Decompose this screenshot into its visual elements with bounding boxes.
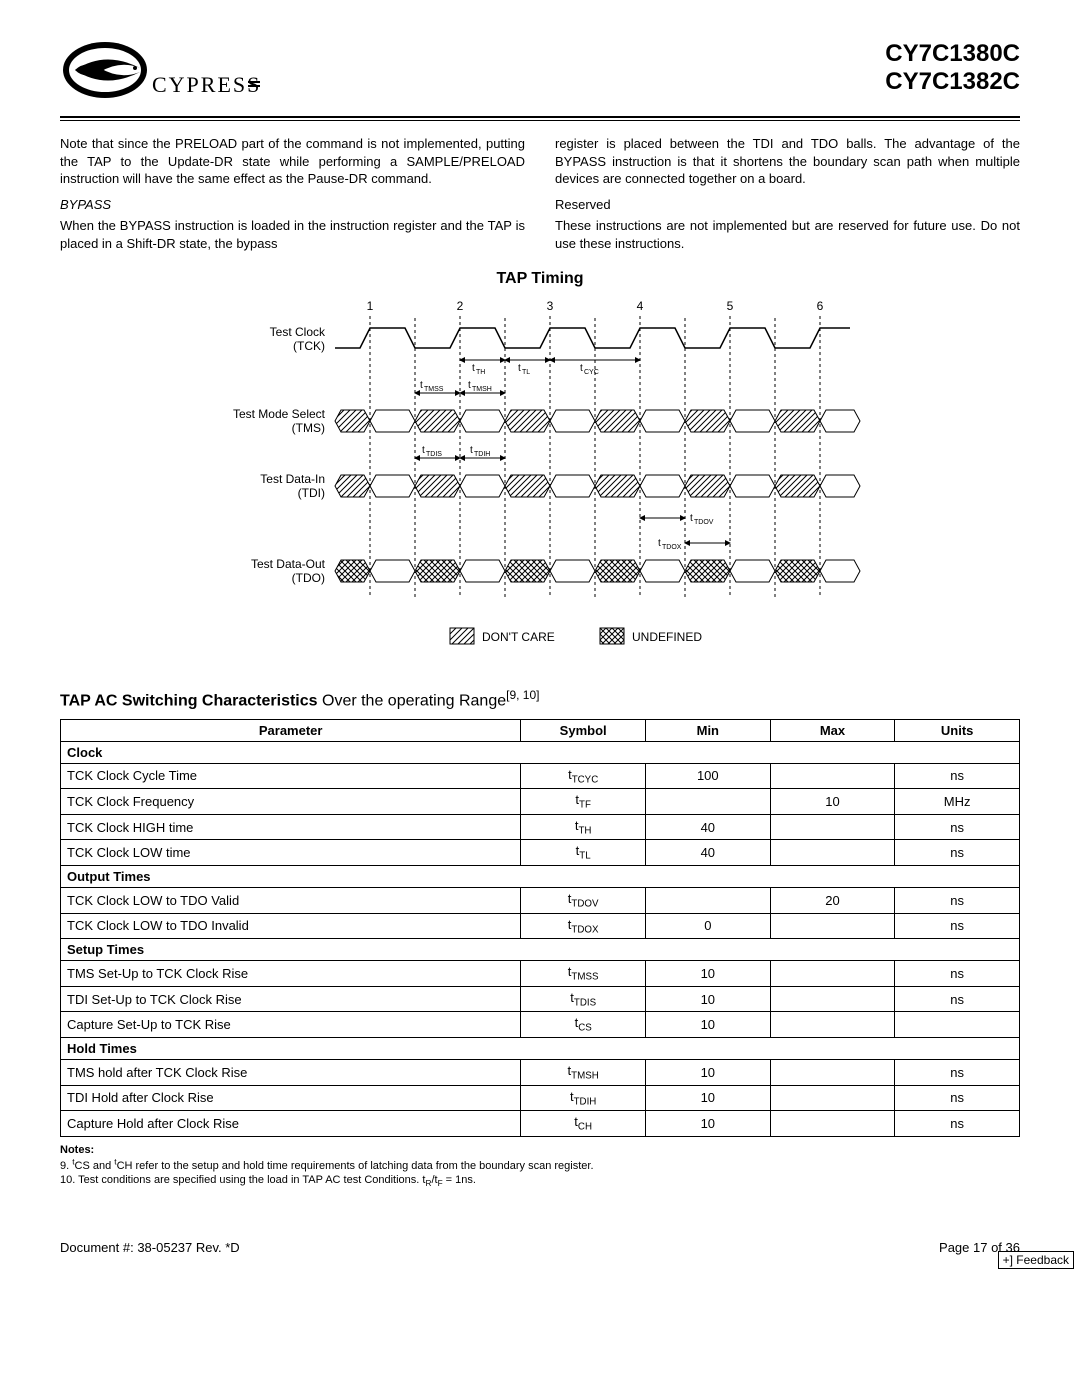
svg-text:(TDI): (TDI) [298, 486, 325, 500]
logo: CYPRESS [60, 40, 260, 110]
svg-text:Test Data-In: Test Data-In [260, 472, 325, 486]
left-column: Note that since the PRELOAD part of the … [60, 135, 525, 252]
svg-text:TMSH: TMSH [472, 386, 492, 393]
table-row: TCK Clock HIGH timetTH40ns [61, 814, 1020, 840]
svg-text:(TCK): (TCK) [293, 339, 325, 353]
table-row: Capture Set-Up to TCK RisetCS10 [61, 1012, 1020, 1038]
svg-text:1: 1 [367, 299, 374, 313]
svg-text:t: t [470, 445, 473, 456]
svg-text:TH: TH [476, 369, 485, 376]
feedback-button[interactable]: +] Feedback [998, 1251, 1074, 1269]
spec-table: ParameterSymbolMinMaxUnits ClockTCK Cloc… [60, 719, 1020, 1137]
logo-text: CYPRESS [152, 72, 260, 97]
table-row: TMS hold after TCK Clock RisetTMSH10ns [61, 1059, 1020, 1085]
legend-undefined: UNDEFINED [632, 630, 702, 644]
header-rule [60, 116, 1020, 121]
svg-text:t: t [690, 513, 693, 524]
body-paragraph: register is placed between the TDI and T… [555, 135, 1020, 188]
table-row: TDI Set-Up to TCK Clock RisetTDIS10ns [61, 986, 1020, 1012]
table-row: Capture Hold after Clock RisetCH10ns [61, 1111, 1020, 1137]
table-row: TCK Clock FrequencytTF10MHz [61, 789, 1020, 815]
svg-text:TL: TL [522, 369, 530, 376]
page-header: CYPRESS CY7C1380C CY7C1382C [60, 40, 1020, 110]
table-row: TCK Clock LOW to TDO InvalidtTDOX0ns [61, 913, 1020, 939]
svg-text:Test Clock: Test Clock [270, 325, 326, 339]
svg-text:t: t [422, 445, 425, 456]
svg-text:t: t [420, 380, 423, 391]
table-row: TCK Clock LOW to TDO ValidtTDOV20ns [61, 887, 1020, 913]
svg-text:TDIS: TDIS [426, 451, 442, 458]
table-header: Units [895, 719, 1020, 741]
svg-text:(TDO): (TDO) [292, 571, 325, 585]
svg-text:TDIH: TDIH [474, 451, 490, 458]
svg-text:(TMS): (TMS) [292, 421, 325, 435]
svg-text:4: 4 [637, 299, 644, 313]
table-header: Max [770, 719, 895, 741]
body-paragraph: These instructions are not implemented b… [555, 217, 1020, 252]
cypress-logo-icon: CYPRESS [60, 40, 260, 110]
part-number-2: CY7C1382C [885, 68, 1020, 96]
tap-timing-heading: TAP Timing [60, 270, 1020, 288]
legend-dontcare: DON'T CARE [482, 630, 555, 644]
table-header: Min [645, 719, 770, 741]
page-footer: Document #: 38-05237 Rev. *D Page 17 of … [60, 1240, 1020, 1255]
part-numbers: CY7C1380C CY7C1382C [885, 40, 1020, 96]
body-paragraph: Note that since the PRELOAD part of the … [60, 135, 525, 188]
notes: Notes: 9. tCS and tCH refer to the setup… [60, 1143, 1020, 1190]
char-title-bold: TAP AC Switching Characteristics [60, 693, 318, 710]
char-title-rest: Over the operating Range [318, 693, 507, 710]
table-row: TMS Set-Up to TCK Clock RisetTMSS10ns [61, 961, 1020, 987]
svg-text:Test Data-Out: Test Data-Out [251, 557, 326, 571]
characteristics-title: TAP AC Switching Characteristics Over th… [60, 688, 1020, 710]
svg-text:t: t [472, 363, 475, 374]
reserved-heading: Reserved [555, 196, 1020, 214]
doc-number: Document #: 38-05237 Rev. *D [60, 1240, 240, 1255]
svg-text:t: t [468, 380, 471, 391]
table-row: Setup Times [61, 939, 1020, 961]
note-10: 10. Test conditions are specified using … [60, 1174, 476, 1186]
svg-text:t: t [658, 538, 661, 549]
svg-text:TDOX: TDOX [662, 544, 682, 551]
table-row: Hold Times [61, 1037, 1020, 1059]
table-row: TCK Clock LOW timetTL40ns [61, 840, 1020, 866]
table-row: Clock [61, 741, 1020, 763]
svg-text:t: t [518, 363, 521, 374]
svg-text:TDOV: TDOV [694, 519, 714, 526]
table-row: Output Times [61, 865, 1020, 887]
body-paragraph: When the BYPASS instruction is loaded in… [60, 217, 525, 252]
table-header: Parameter [61, 719, 521, 741]
body-text: Note that since the PRELOAD part of the … [60, 135, 1020, 252]
right-column: register is placed between the TDI and T… [555, 135, 1020, 252]
table-row: TCK Clock Cycle TimetTCYC100ns [61, 763, 1020, 789]
svg-text:2: 2 [457, 299, 464, 313]
svg-text:TMSS: TMSS [424, 386, 444, 393]
svg-text:Test Mode Select: Test Mode Select [233, 407, 326, 421]
char-title-refs: [9, 10] [506, 688, 539, 702]
notes-heading: Notes: [60, 1144, 94, 1156]
table-header: Symbol [521, 719, 646, 741]
bypass-heading: BYPASS [60, 196, 525, 214]
svg-text:5: 5 [727, 299, 734, 313]
svg-text:CYC: CYC [584, 369, 599, 376]
svg-text:3: 3 [547, 299, 554, 313]
tap-timing-diagram: 123 456 Test Clock(TCK) tTH tTL tCYC tTM… [180, 298, 900, 668]
note-9: 9. tCS and tCH refer to the setup and ho… [60, 1160, 594, 1172]
svg-text:6: 6 [817, 299, 824, 313]
table-row: TDI Hold after Clock RisetTDIH10ns [61, 1085, 1020, 1111]
part-number-1: CY7C1380C [885, 40, 1020, 68]
svg-text:t: t [580, 363, 583, 374]
